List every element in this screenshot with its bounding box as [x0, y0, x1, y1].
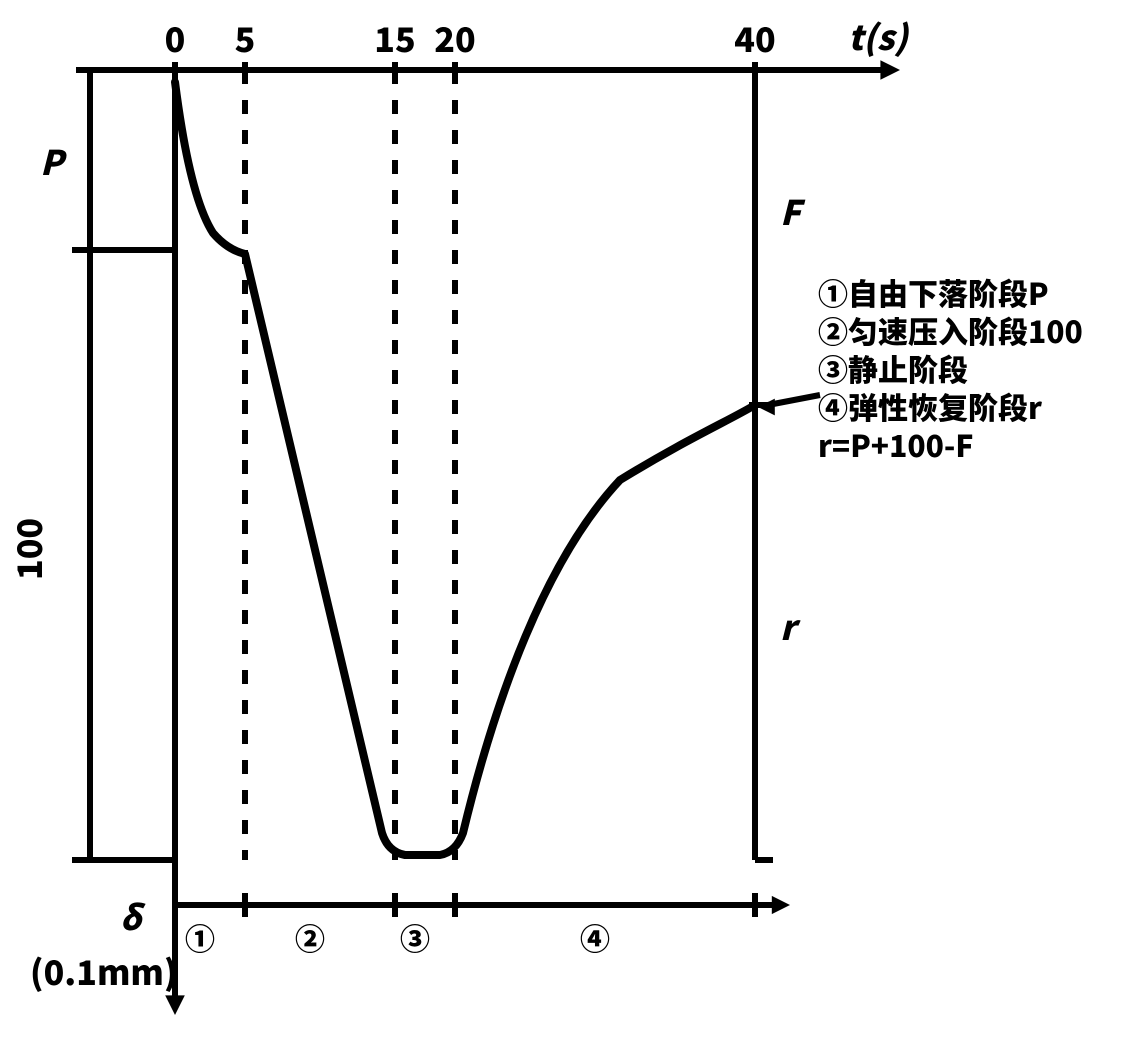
legend-pointer	[768, 395, 820, 405]
arrowhead	[772, 896, 790, 914]
x-tick-label: 15	[374, 13, 415, 62]
x-tick-label: 5	[235, 13, 256, 62]
legend-line: r=P+100-F	[818, 422, 974, 466]
x-tick-label: 20	[434, 13, 475, 62]
x-tick-label: 0	[165, 13, 186, 62]
x-axis-label: t(s)	[848, 11, 910, 60]
x-tick-label: 40	[734, 13, 775, 62]
arrowhead	[165, 995, 185, 1015]
phase-label: ③	[400, 915, 430, 959]
arrowhead	[880, 60, 900, 80]
right-dim-label-f: F	[780, 186, 806, 235]
right-dim-label-r: r	[780, 601, 801, 650]
phase-label: ④	[580, 915, 610, 959]
y-axis-unit: (0.1mm)	[30, 946, 178, 995]
phase-label: ①	[185, 915, 215, 959]
left-dim-label-100: 100	[3, 518, 52, 580]
phase-label: ②	[295, 915, 325, 959]
penetration-curve	[175, 82, 755, 855]
y-axis-label: δ	[120, 891, 146, 940]
left-dim-label-p: P	[40, 136, 68, 185]
